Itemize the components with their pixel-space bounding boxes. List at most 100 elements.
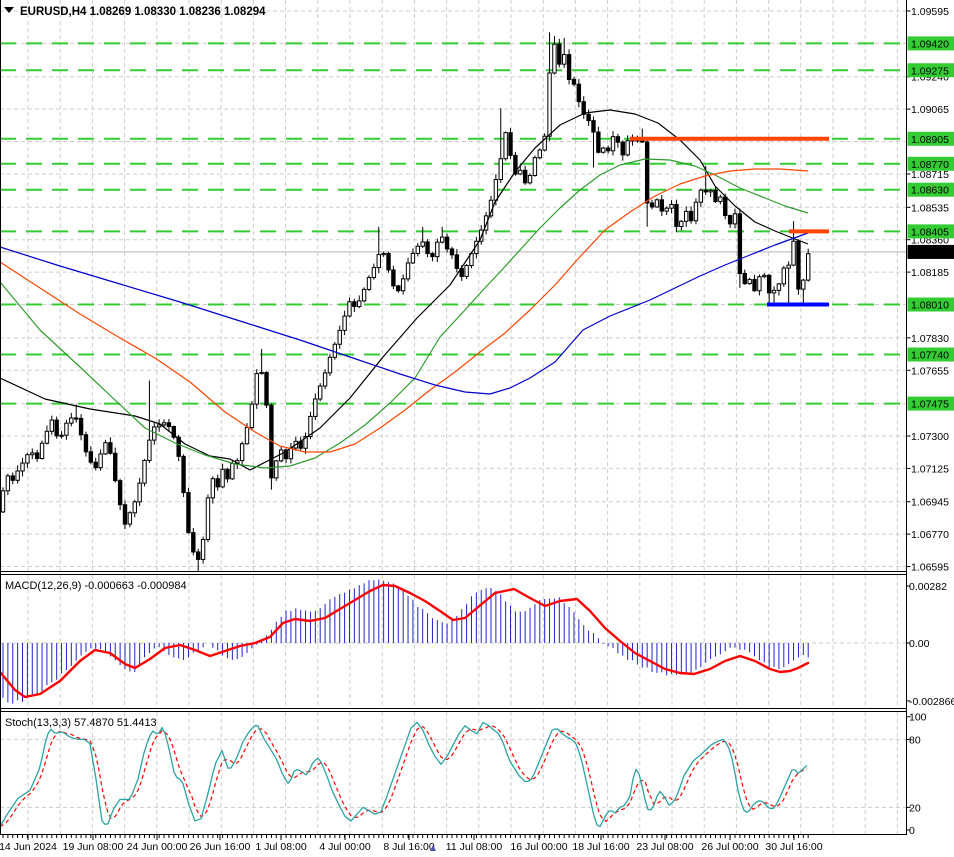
bear-candle [581, 101, 586, 115]
price-tick-label: 1.06770 [911, 529, 949, 541]
axes-layer: 1.095951.092401.090651.087151.085351.083… [0, 6, 954, 853]
ma-medium-green [0, 158, 809, 469]
price-level-badge-label: 1.08010 [911, 300, 949, 312]
panel-borders [0, 0, 907, 835]
bear-candle [117, 480, 123, 506]
price-level-badge-label: 1.07475 [911, 399, 949, 411]
bear-candle [591, 120, 596, 133]
bear-candle [186, 492, 191, 534]
bear-candle [225, 468, 230, 480]
bear-candle [425, 241, 430, 255]
price-tick-label: 1.07655 [911, 365, 949, 377]
bear-candle [571, 78, 577, 85]
price-tick-label: 1.09595 [911, 6, 949, 18]
time-tick-label: 16 Jul 00:00 [510, 841, 567, 853]
bull-candle [69, 417, 74, 424]
bull-candle [156, 424, 162, 428]
bull-candle [410, 252, 416, 264]
bear-candle [108, 442, 113, 454]
bear-candle [10, 475, 15, 481]
bear-candle [391, 269, 396, 287]
bull-candle [239, 443, 245, 462]
bull-candle [542, 135, 547, 151]
bear-candle [674, 203, 679, 228]
bear-candle [166, 422, 172, 428]
bull-candle [303, 436, 308, 449]
bull-candle [142, 459, 147, 484]
bear-candle [576, 83, 582, 103]
bull-candle [103, 442, 108, 455]
time-axis-scale[interactable] [0, 836, 954, 857]
bear-candle [83, 434, 89, 453]
bear-candle [659, 199, 664, 212]
bear-candle [396, 285, 401, 292]
price-level-badge [907, 224, 954, 239]
bear-candle [703, 189, 708, 193]
price-level-badge [907, 63, 954, 78]
bull-candle [318, 385, 323, 400]
bull-candle [205, 497, 211, 540]
bull-candle [786, 264, 791, 269]
bull-candle [732, 213, 738, 225]
bear-candle [54, 419, 59, 437]
grid-layer [0, 0, 906, 834]
bull-candle [327, 356, 333, 374]
time-tick-label: 24 Jun 00:00 [127, 841, 188, 853]
bull-candle [400, 278, 406, 292]
bull-candle [610, 136, 616, 152]
bull-candle [30, 452, 35, 456]
macd-scale-label: -0.002866 [909, 696, 954, 708]
bear-candle [113, 452, 118, 482]
time-tick-label: 1 Jul 08:00 [255, 841, 307, 853]
bear-candle [93, 461, 98, 469]
price-tick-label: 1.06945 [911, 497, 949, 509]
bear-candle [386, 253, 391, 271]
bear-candle [171, 426, 177, 438]
bear-candle [88, 451, 94, 463]
price-tick-label: 1.09065 [911, 104, 949, 116]
bear-candle [449, 248, 455, 256]
bull-candle [381, 253, 386, 256]
bull-candle [322, 372, 328, 387]
stoch-d-line [0, 725, 808, 828]
price-tick-label: 1.08535 [911, 202, 949, 214]
bear-candle [74, 417, 79, 420]
price-axis-scale[interactable] [907, 0, 954, 835]
bear-candle [34, 452, 40, 459]
macd-signal-line [0, 583, 810, 699]
bull-candle [20, 462, 25, 472]
bull-candle [98, 453, 103, 469]
bull-candle [59, 434, 64, 437]
bull-candle [64, 422, 69, 436]
chart-plot-area[interactable] [0, 0, 906, 835]
bull-candle [220, 468, 225, 488]
symbol-dropdown-icon[interactable] [4, 7, 14, 13]
time-tick-label: 26 Jul 00:00 [701, 841, 758, 853]
bear-candle [430, 253, 435, 258]
bull-candle [791, 240, 796, 266]
bull-candle [161, 422, 167, 426]
price-level-badge [907, 131, 954, 146]
bull-candle [518, 169, 523, 175]
bull-candle [781, 267, 786, 285]
price-level-badge [907, 297, 954, 312]
bull-candle [464, 264, 469, 277]
bull-candle [440, 236, 445, 243]
bull-candle [669, 203, 674, 209]
bear-candle [620, 141, 625, 156]
bull-candle [552, 43, 557, 74]
bear-candle [766, 274, 772, 294]
bear-candle [566, 54, 572, 80]
bull-candle [342, 315, 347, 331]
bear-candle [727, 215, 733, 225]
bull-candle [698, 189, 704, 203]
bear-candle [615, 136, 621, 143]
bear-candle [508, 132, 513, 156]
bull-candle [147, 439, 152, 461]
bull-candle [801, 279, 806, 290]
bull-candle [684, 210, 689, 222]
bull-candle [361, 288, 367, 302]
price-level-badge-label: 1.08630 [911, 185, 949, 197]
bear-candle [644, 141, 650, 204]
